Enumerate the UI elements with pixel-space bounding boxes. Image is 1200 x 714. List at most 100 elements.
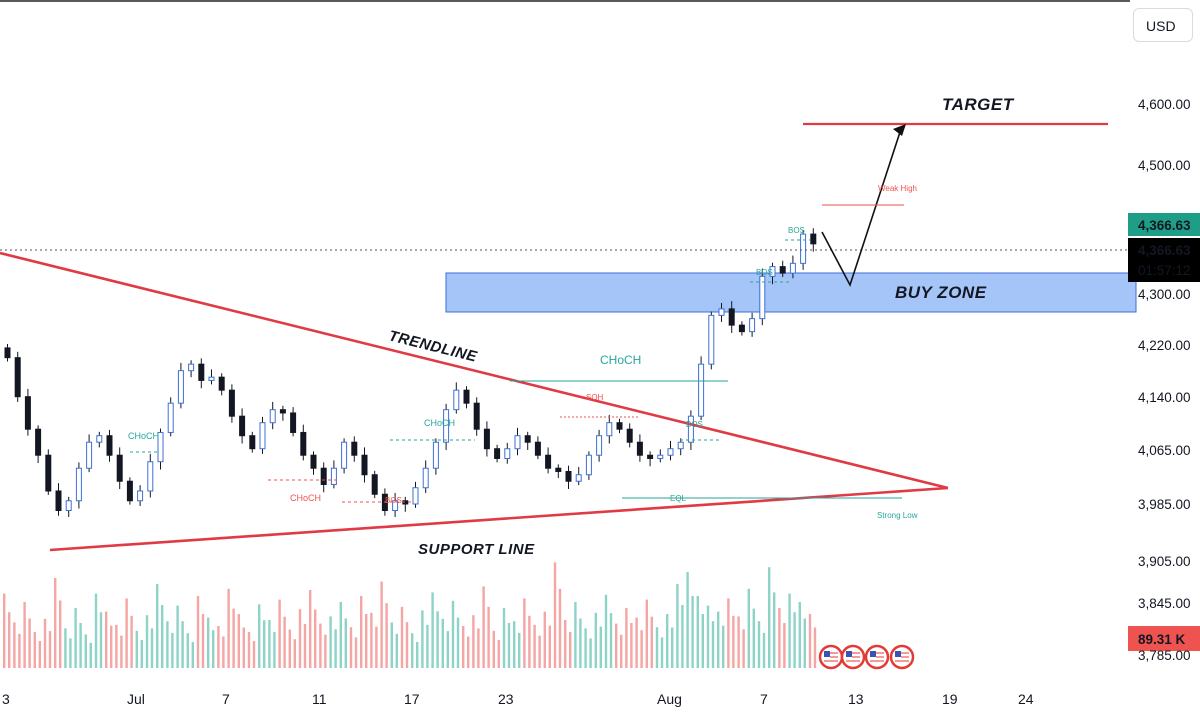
candle (677, 441, 684, 450)
candle (738, 324, 745, 333)
ytick-4140: 4,140.00 (1138, 390, 1191, 405)
candle (14, 357, 21, 398)
volume-bar (497, 640, 500, 668)
volume-bar (472, 615, 475, 668)
candle (351, 441, 358, 456)
volume-bar (492, 630, 495, 668)
us-flag-icon[interactable] (840, 644, 866, 670)
projection-arrowhead (893, 124, 906, 136)
candle (565, 470, 572, 482)
candle (789, 262, 796, 274)
volume-bar (385, 603, 388, 668)
volume-bar (645, 599, 648, 668)
volume-bar (38, 641, 41, 668)
xtick-aug-7: 7 (760, 691, 768, 707)
volume-bar (676, 584, 679, 668)
candle (269, 409, 276, 424)
event-flags[interactable] (818, 644, 915, 670)
candle (422, 467, 429, 489)
volume-bar (258, 604, 261, 668)
volume-bar (609, 613, 613, 668)
us-flag-icon[interactable] (864, 644, 890, 670)
candle (116, 454, 123, 482)
volume-bar (288, 629, 291, 668)
volume-bar (543, 611, 546, 668)
volume-bar (564, 620, 567, 668)
candle (575, 474, 582, 482)
volume-bar (334, 629, 337, 668)
volume-bar (681, 605, 684, 668)
candle (657, 454, 664, 459)
candle (300, 431, 307, 456)
volume-bar (145, 615, 149, 668)
volume-bar (140, 640, 143, 668)
volume-bar (706, 605, 710, 668)
volume-bar (375, 626, 378, 668)
volume-bar (421, 610, 424, 668)
volume-bar (660, 637, 664, 668)
us-flag-icon[interactable] (889, 644, 915, 670)
volume-bar (604, 594, 608, 668)
candle (361, 454, 368, 476)
volume-bar (487, 606, 490, 668)
volume-bar (584, 628, 587, 668)
candle (198, 363, 205, 381)
volume-bar (630, 623, 633, 668)
label-buy-zone: BUY ZONE (895, 283, 987, 302)
volume-bar (252, 641, 256, 668)
label-choch-2: CHoCH (290, 493, 321, 503)
volume-bar (339, 602, 342, 668)
volume-bar (528, 615, 531, 668)
us-flag-icon[interactable] (818, 644, 844, 670)
volume-bar (558, 588, 562, 668)
volume-bar (360, 596, 363, 668)
ytick-4500: 4,500.00 (1138, 158, 1191, 173)
ytick-3985: 3,985.00 (1138, 497, 1191, 512)
volume-bar (548, 625, 551, 668)
xtick-aug: Aug (657, 691, 682, 707)
volume-bar (793, 612, 796, 668)
volume-bar (370, 612, 373, 668)
label-soh: SOH (586, 393, 604, 402)
volume-bar (599, 626, 602, 668)
volume-bar (783, 623, 786, 668)
price-scale[interactable]: 4,600.00 4,500.00 4,366.63 4,366.63 01:5… (1128, 97, 1200, 663)
candle (473, 402, 480, 430)
volume-bar (8, 612, 11, 668)
volume-bar (451, 600, 455, 668)
candle (596, 435, 603, 456)
volume-bar (191, 641, 194, 668)
candle (504, 448, 511, 459)
volume-bar (456, 617, 460, 668)
time-axis[interactable]: 3 Jul 7 11 17 23 Aug 7 13 19 24 (2, 691, 1034, 707)
candle (35, 428, 42, 456)
volume-bar (161, 605, 164, 668)
volume-tag-text: 89.31 K (1138, 632, 1186, 647)
volume-bar (431, 592, 434, 668)
volume-bar (28, 618, 31, 668)
candle (759, 275, 766, 320)
candle (800, 233, 807, 264)
volume-bar (222, 636, 225, 668)
volume-bar (54, 578, 57, 668)
volume-bar (150, 628, 154, 668)
volume-bar (298, 609, 302, 668)
currency-button[interactable]: USD (1133, 8, 1193, 42)
ytick-4600: 4,600.00 (1138, 97, 1191, 112)
volume-bar (773, 592, 776, 668)
candle (137, 490, 144, 502)
candle (86, 441, 93, 469)
volume-bar (594, 612, 597, 668)
volume-bar (303, 623, 307, 668)
volume-bar (237, 614, 240, 668)
price-tag-green (1128, 213, 1200, 236)
volume-bar (416, 641, 419, 668)
volume-bar (467, 636, 470, 668)
volume-bar (212, 630, 215, 668)
volume-bar (69, 638, 72, 668)
volume-bar (788, 593, 791, 668)
volume-bar (314, 609, 317, 668)
xtick-11: 11 (312, 691, 327, 707)
